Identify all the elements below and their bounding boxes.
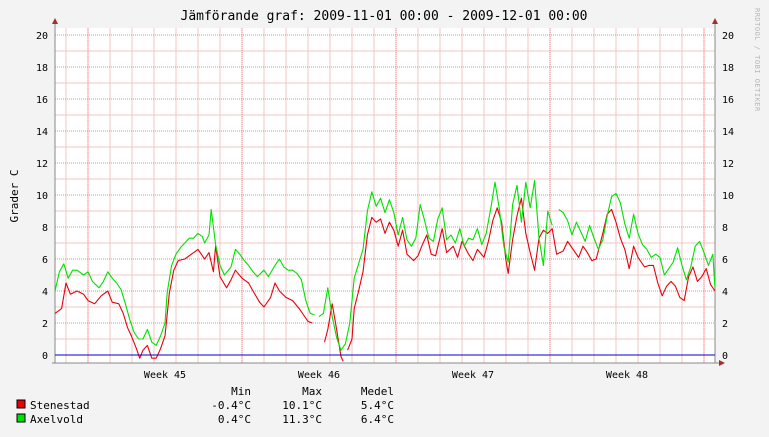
legend-swatch xyxy=(16,399,26,409)
legend-header: Max xyxy=(302,385,322,398)
series-line-axelvold xyxy=(318,180,553,351)
y-tick-label-right: 18 xyxy=(722,63,734,74)
y-tick-label-left: 4 xyxy=(42,287,48,298)
series-line-stenestad xyxy=(54,245,313,359)
series-line-stenestad xyxy=(323,303,344,362)
y-tick-label-left: 16 xyxy=(36,95,48,106)
series-layer xyxy=(54,180,716,362)
legend: Min Max Medel Stenestad -0.4°C 10.1°C 5.4°C Axe… xyxy=(16,385,394,426)
y-tick-label-right: 4 xyxy=(722,287,728,298)
x-tick-label: Week 47 xyxy=(452,370,494,381)
y-tick-label-left: 14 xyxy=(36,127,48,138)
y-tick-label-left: 8 xyxy=(42,223,48,234)
y-axis-label: Grader C xyxy=(8,170,21,223)
legend-series-name: Axelvold xyxy=(30,413,83,426)
legend-swatch xyxy=(16,413,26,423)
y-tick-label-right: 10 xyxy=(722,191,734,202)
x-tick-label: Week 48 xyxy=(606,370,648,381)
series-line-axelvold xyxy=(54,208,315,346)
y-tick-label-right: 8 xyxy=(722,223,728,234)
y-tick-label-right: 20 xyxy=(722,31,734,42)
y-tick-label-right: 6 xyxy=(722,255,728,266)
y-tick-label-right: 2 xyxy=(722,319,728,330)
legend-min-value: -0.4°C xyxy=(211,399,251,412)
y-tick-label-left: 10 xyxy=(36,191,48,202)
series-line-axelvold xyxy=(558,192,716,288)
y-tick-label-left: 20 xyxy=(36,31,48,42)
legend-series-name: Stenestad xyxy=(30,399,90,412)
y-tick-label-left: 0 xyxy=(42,351,48,362)
x-axis-arrow xyxy=(719,360,725,366)
y-tick-label-right: 12 xyxy=(722,159,734,170)
x-tick-label: Week 46 xyxy=(298,370,340,381)
y-tick-label-right: 14 xyxy=(722,127,734,138)
legend-max-value: 11.3°C xyxy=(282,413,322,426)
y-tick-label-left: 18 xyxy=(36,63,48,74)
rrdtool-watermark: RRDTOOL / TOBI OETIKER xyxy=(753,8,761,112)
legend-header: Min xyxy=(231,385,251,398)
legend-mean-value: 6.4°C xyxy=(361,413,394,426)
y-tick-label-left: 6 xyxy=(42,255,48,266)
y-tick-label-left: 12 xyxy=(36,159,48,170)
chart-title: Jämförande graf: 2009-11-01 00:00 - 2009… xyxy=(181,9,588,24)
legend-max-value: 10.1°C xyxy=(282,399,322,412)
y-tick-label-right: 16 xyxy=(722,95,734,106)
y-tick-label-left: 2 xyxy=(42,319,48,330)
y-axis-arrow-left xyxy=(52,18,58,24)
y-tick-label-right: 0 xyxy=(722,351,728,362)
legend-mean-value: 5.4°C xyxy=(361,399,394,412)
axis-layer: 0 0 2 2 4 4 6 6 8 8 10 10 12 12 14 14 16 16 18 18 20 20 Week 4… xyxy=(36,18,734,381)
legend-header: Medel xyxy=(361,385,394,398)
series-line-stenestad xyxy=(347,197,716,351)
y-axis-arrow-right xyxy=(712,18,718,24)
legend-min-value: 0.4°C xyxy=(218,413,251,426)
x-tick-label: Week 45 xyxy=(144,370,186,381)
